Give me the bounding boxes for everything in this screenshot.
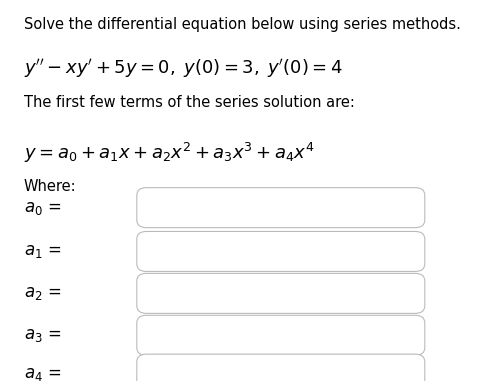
FancyBboxPatch shape — [137, 274, 425, 313]
Text: $y = a_0 + a_1 x + a_2 x^2 + a_3 x^3 + a_4 x^4$: $y = a_0 + a_1 x + a_2 x^2 + a_3 x^3 + a… — [24, 141, 315, 165]
Text: $a_2$ =: $a_2$ = — [24, 284, 61, 303]
FancyBboxPatch shape — [137, 315, 425, 355]
FancyBboxPatch shape — [137, 354, 425, 381]
Text: $a_3$ =: $a_3$ = — [24, 326, 61, 344]
Text: $a_4$ =: $a_4$ = — [24, 365, 61, 381]
Text: $a_1$ =: $a_1$ = — [24, 242, 61, 261]
Text: The first few terms of the series solution are:: The first few terms of the series soluti… — [24, 95, 355, 110]
Text: $y'' - xy' + 5y = 0, \; y(0) = 3, \; y'(0) = 4$: $y'' - xy' + 5y = 0, \; y(0) = 3, \; y'(… — [24, 57, 343, 80]
FancyBboxPatch shape — [137, 187, 425, 227]
Text: $a_0$ =: $a_0$ = — [24, 199, 61, 217]
FancyBboxPatch shape — [137, 231, 425, 271]
Text: Solve the differential equation below using series methods.: Solve the differential equation below us… — [24, 17, 461, 32]
Text: Where:: Where: — [24, 179, 77, 194]
